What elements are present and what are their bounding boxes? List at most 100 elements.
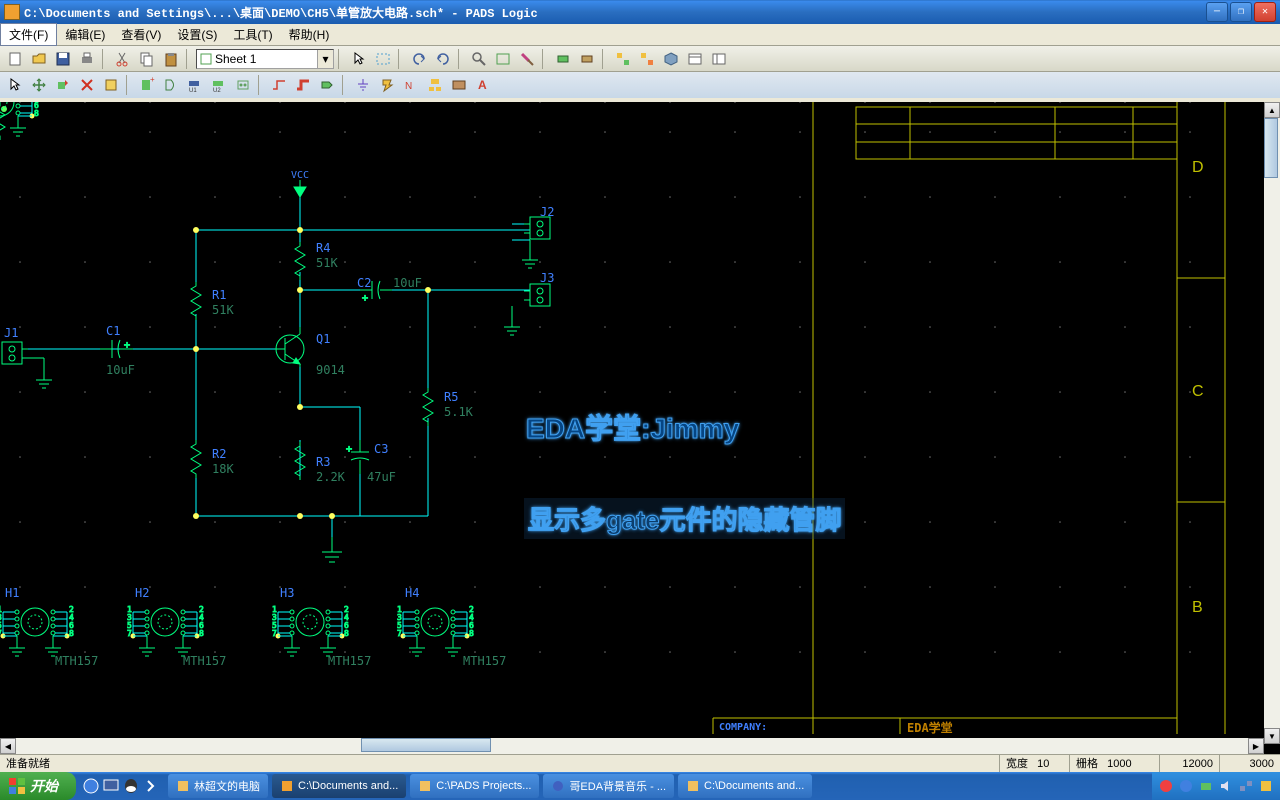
add-wire-icon[interactable] [268, 74, 290, 96]
save-icon[interactable] [52, 48, 74, 70]
chevron-down-icon[interactable]: ▾ [317, 50, 333, 68]
quick-launch [76, 777, 166, 795]
scroll-thumb-v[interactable] [1264, 118, 1278, 178]
ie-icon[interactable] [82, 777, 100, 795]
tray-icon[interactable] [1158, 778, 1174, 794]
sheet-selector[interactable]: Sheet 1 ▾ [196, 49, 334, 69]
menu-file[interactable]: 文件(F) [0, 23, 57, 46]
taskbar-item[interactable]: C:\Documents and... [678, 774, 812, 798]
svg-text:51K: 51K [316, 256, 338, 270]
edit-component-icon[interactable] [100, 74, 122, 96]
svg-text:18K: 18K [212, 462, 234, 476]
svg-text:MTH157: MTH157 [463, 654, 506, 668]
copy-icon[interactable] [136, 48, 158, 70]
pointer-icon[interactable] [348, 48, 370, 70]
scroll-up-icon[interactable]: ▲ [1264, 102, 1280, 118]
svg-text:C3: C3 [374, 442, 388, 456]
svg-text:9014: 9014 [316, 363, 345, 377]
paste-icon[interactable] [160, 48, 182, 70]
svg-text:MTH157: MTH157 [183, 654, 226, 668]
tray-icon[interactable] [1258, 778, 1274, 794]
svg-text:+: + [150, 77, 155, 84]
company-value: EDA学堂 [907, 720, 953, 735]
svg-text:2.2K: 2.2K [316, 470, 346, 484]
cut-icon[interactable] [112, 48, 134, 70]
redo-icon[interactable] [432, 48, 454, 70]
svg-text:MTH157: MTH157 [328, 654, 371, 668]
add-hierarchy-icon[interactable] [424, 74, 446, 96]
watermark-2: 显示多gate元件的隐藏管脚 [524, 498, 845, 539]
taskbar-item[interactable]: 林超文的电脑 [168, 774, 268, 798]
tray-icon[interactable] [1178, 778, 1194, 794]
add-gate-icon[interactable] [160, 74, 182, 96]
move-icon[interactable] [28, 74, 50, 96]
add-text-icon[interactable]: A [472, 74, 494, 96]
select-icon[interactable] [4, 74, 26, 96]
scrollbar-horizontal[interactable]: ◀ ▶ [0, 738, 1264, 754]
svg-text:R2: R2 [212, 447, 226, 461]
taskbar-item[interactable]: C:\PADS Projects... [410, 774, 539, 798]
menu-view[interactable]: 查看(V) [113, 24, 169, 45]
status-y: 3000 [1220, 755, 1280, 772]
svg-text:+: + [346, 444, 352, 455]
output-window-icon[interactable] [684, 48, 706, 70]
svg-text:U1: U1 [189, 88, 197, 93]
add-offpage-icon[interactable] [316, 74, 338, 96]
scroll-right-icon[interactable]: ▶ [1248, 738, 1264, 754]
menu-tools[interactable]: 工具(T) [225, 24, 280, 45]
add-field-icon[interactable] [448, 74, 470, 96]
svg-text:C2: C2 [357, 276, 371, 290]
redraw-icon[interactable] [492, 48, 514, 70]
maximize-button[interactable]: ❐ [1230, 2, 1252, 22]
scroll-left-icon[interactable]: ◀ [0, 738, 16, 754]
menubar: 文件(F) 编辑(E) 查看(V) 设置(S) 工具(T) 帮助(H) [0, 24, 1280, 46]
schematic-canvas[interactable]: COMPANY: EDA学堂 D C B [0, 102, 1280, 760]
qq-icon[interactable] [122, 777, 140, 795]
component-icon[interactable] [552, 48, 574, 70]
router-link-icon[interactable] [636, 48, 658, 70]
add-bus-icon[interactable] [292, 74, 314, 96]
desktop-icon[interactable] [102, 777, 120, 795]
menu-settings[interactable]: 设置(S) [169, 24, 225, 45]
scroll-down-icon[interactable]: ▼ [1264, 728, 1280, 744]
new-file-icon[interactable] [4, 48, 26, 70]
toolbar-main: Sheet 1 ▾ [0, 46, 1280, 72]
add-part-icon[interactable]: + [136, 74, 158, 96]
undo-icon[interactable] [408, 48, 430, 70]
print-icon[interactable] [76, 48, 98, 70]
select-rect-icon[interactable] [372, 48, 394, 70]
volume-icon[interactable] [1218, 778, 1234, 794]
tray-icon[interactable] [1198, 778, 1214, 794]
add-netname-icon[interactable]: N [400, 74, 422, 96]
taskbar-item[interactable]: C:\Documents and... [272, 774, 406, 798]
start-button[interactable]: 开始 [0, 772, 76, 800]
project-explorer-icon[interactable] [708, 48, 730, 70]
taskbar-item[interactable]: 哥EDA背景音乐 - ... [543, 774, 674, 798]
svg-text:+: + [362, 293, 368, 304]
app-icon [4, 4, 20, 20]
decal-icon[interactable] [576, 48, 598, 70]
add-resistor-icon[interactable]: U1 [184, 74, 206, 96]
pads3d-icon[interactable] [660, 48, 682, 70]
zoom-icon[interactable] [468, 48, 490, 70]
scrollbar-vertical[interactable]: ▲ ▼ [1264, 102, 1280, 744]
scroll-thumb-h[interactable] [361, 738, 491, 752]
zone-b: B [1192, 599, 1203, 616]
titlebar: C:\Documents and Settings\...\桌面\DEMO\CH… [0, 0, 1280, 24]
menu-help[interactable]: 帮助(H) [281, 24, 338, 45]
menu-edit[interactable]: 编辑(E) [57, 24, 113, 45]
layout-link-icon[interactable] [612, 48, 634, 70]
chevron-right-icon[interactable] [142, 777, 160, 795]
add-power-icon[interactable] [376, 74, 398, 96]
add-connector-icon[interactable] [232, 74, 254, 96]
delete-icon[interactable] [76, 74, 98, 96]
add-ic-icon[interactable]: U2 [208, 74, 230, 96]
network-icon[interactable] [1238, 778, 1254, 794]
close-button[interactable]: ✕ [1254, 2, 1276, 22]
add-ground-icon[interactable] [352, 74, 374, 96]
properties-icon[interactable] [516, 48, 538, 70]
duplicate-icon[interactable] [52, 74, 74, 96]
toolbar-schematic: + U1 U2 N A [0, 72, 1280, 98]
minimize-button[interactable]: ─ [1206, 2, 1228, 22]
open-file-icon[interactable] [28, 48, 50, 70]
